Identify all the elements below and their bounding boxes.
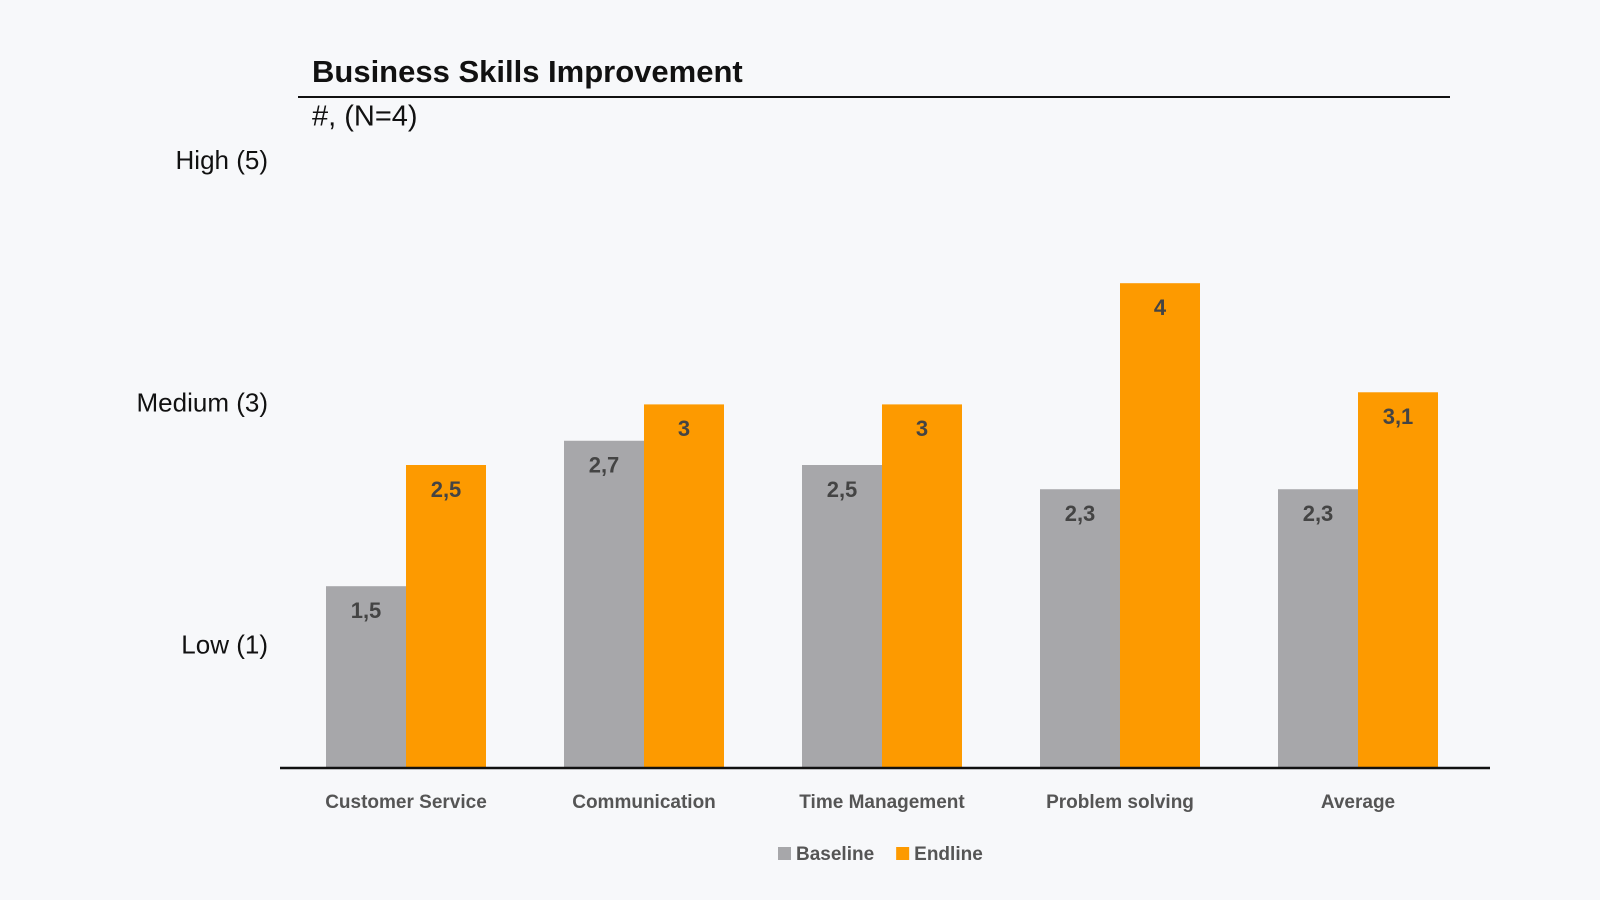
value-label: 2,7 (589, 453, 620, 478)
bar (1358, 392, 1438, 768)
bar (564, 440, 644, 768)
value-label: 4 (1154, 295, 1167, 320)
bar (1040, 489, 1120, 768)
value-label: 2,3 (1065, 501, 1096, 526)
x-tick-label: Customer Service (325, 792, 487, 813)
legend-swatch (778, 847, 791, 860)
y-tick-label: High (5) (176, 145, 268, 175)
y-tick-label: Low (1) (181, 630, 268, 660)
value-label: 3 (916, 416, 928, 441)
y-tick-label: Medium (3) (137, 387, 268, 417)
chart-subtitle: #, (N=4) (312, 101, 418, 133)
bar (644, 404, 724, 768)
x-tick-label: Communication (572, 792, 716, 813)
value-label: 3 (678, 416, 690, 441)
bar (1120, 283, 1200, 768)
value-label: 2,3 (1303, 501, 1334, 526)
bar (1278, 489, 1358, 768)
x-tick-label: Problem solving (1046, 792, 1194, 813)
value-label: 1,5 (351, 598, 382, 623)
x-tick-label: Time Management (799, 792, 965, 813)
bar (882, 404, 962, 768)
legend-swatch (896, 847, 910, 860)
legend-label: Endline (914, 844, 983, 865)
chart-title: Business Skills Improvement (312, 54, 743, 89)
legend-label: Baseline (796, 844, 874, 865)
value-label: 2,5 (431, 477, 462, 502)
x-tick-label: Average (1321, 792, 1395, 813)
value-label: 3,1 (1383, 404, 1414, 429)
bar (802, 465, 882, 768)
value-label: 2,5 (827, 477, 858, 502)
bar (406, 465, 486, 768)
bar (326, 586, 406, 768)
